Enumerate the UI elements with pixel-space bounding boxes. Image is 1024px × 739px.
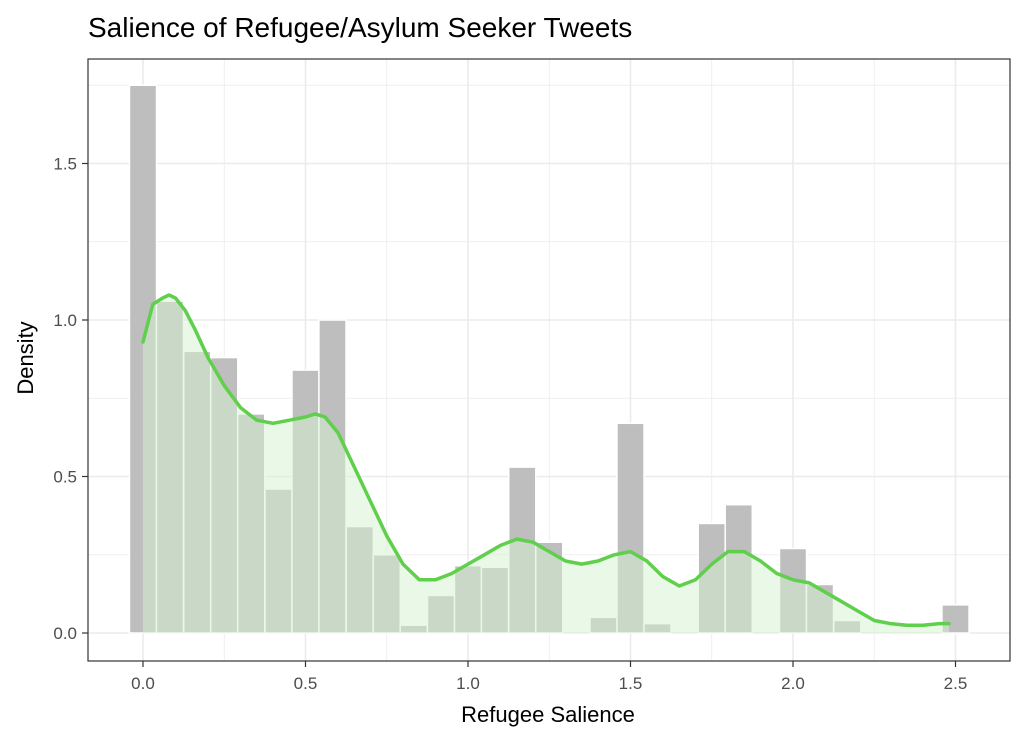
y-tick-label: 0.0 <box>53 624 77 643</box>
density-line <box>141 293 951 627</box>
y-tick-label: 1.0 <box>53 311 77 330</box>
density-curve-group <box>141 293 951 633</box>
x-tick-label: 2.0 <box>781 674 805 693</box>
y-axis-ticks: 0.0 0.5 1.0 1.5 <box>53 155 88 643</box>
y-tick-label: 1.5 <box>53 155 77 174</box>
x-tick-label: 0.0 <box>131 674 155 693</box>
x-tick-label: 2.5 <box>944 674 968 693</box>
panel-border <box>87 58 1011 662</box>
chart-title: Salience of Refugee/Asylum Seeker Tweets <box>88 12 632 43</box>
x-axis-title: Refugee Salience <box>461 702 635 727</box>
x-tick-label: 1.0 <box>456 674 480 693</box>
y-axis-title: Density <box>13 321 38 394</box>
x-tick-label: 1.5 <box>619 674 643 693</box>
y-tick-label: 0.5 <box>53 468 77 487</box>
x-tick-label: 0.5 <box>294 674 318 693</box>
density-area <box>143 295 949 633</box>
x-axis-ticks: 0.0 0.5 1.0 1.5 2.0 2.5 <box>131 661 967 693</box>
